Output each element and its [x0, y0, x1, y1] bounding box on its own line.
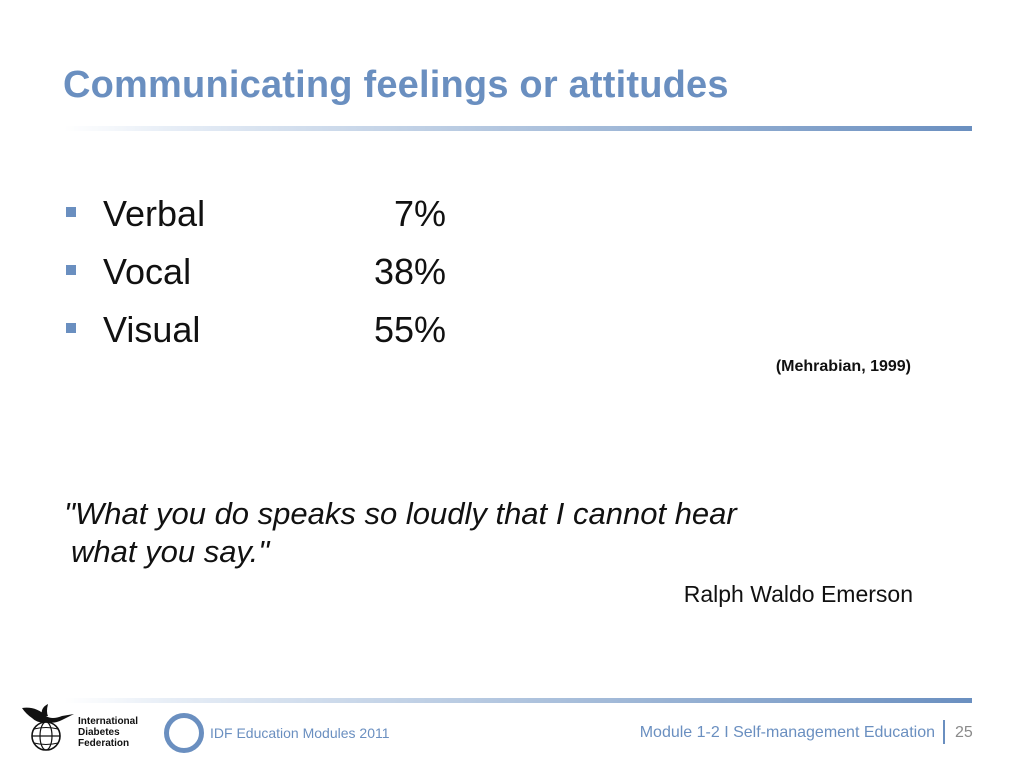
square-bullet-icon: [66, 323, 76, 333]
footer-divider: [64, 698, 972, 703]
idf-logo: International Diabetes Federation: [18, 702, 148, 758]
quote: "What you do speaks so loudly that I can…: [64, 495, 844, 571]
logo-text: International Diabetes Federation: [78, 716, 138, 749]
slide-title: Communicating feelings or attitudes: [63, 64, 729, 106]
bullet-label: Verbal: [103, 193, 206, 234]
bullet-item-visual: Visual 55%: [64, 309, 464, 367]
square-bullet-icon: [66, 265, 76, 275]
bullet-label: Visual: [103, 309, 201, 350]
citation: (Mehrabian, 1999): [775, 358, 911, 375]
footer-module-label: Module 1-2 I Self-management Education: [639, 724, 935, 741]
quote-author: Ralph Waldo Emerson: [683, 581, 913, 607]
ring-icon: [164, 713, 204, 753]
logo-text-line: Federation: [78, 738, 130, 749]
footer-separator: [943, 720, 945, 744]
footer-series-label: IDF Education Modules 2011: [210, 725, 390, 741]
bullet-list: Verbal 7% Vocal 38% Visual 55%: [64, 193, 464, 367]
bullet-label: Vocal: [103, 251, 192, 292]
logo-text-line: Diabetes: [78, 727, 120, 738]
bullet-item-verbal: Verbal 7%: [64, 193, 464, 251]
bullet-value: 7%: [393, 193, 446, 234]
idf-hummingbird-globe-icon: [22, 704, 74, 751]
bullet-item-vocal: Vocal 38%: [64, 251, 464, 309]
quote-line-2: what you say.": [71, 534, 270, 569]
page-number: 25: [955, 724, 973, 741]
bullet-value: 55%: [373, 309, 446, 350]
title-divider: [64, 126, 972, 131]
bullet-value: 38%: [373, 251, 446, 292]
square-bullet-icon: [66, 207, 76, 217]
quote-line-1: "What you do speaks so loudly that I can…: [64, 496, 737, 531]
logo-text-line: International: [78, 716, 139, 727]
